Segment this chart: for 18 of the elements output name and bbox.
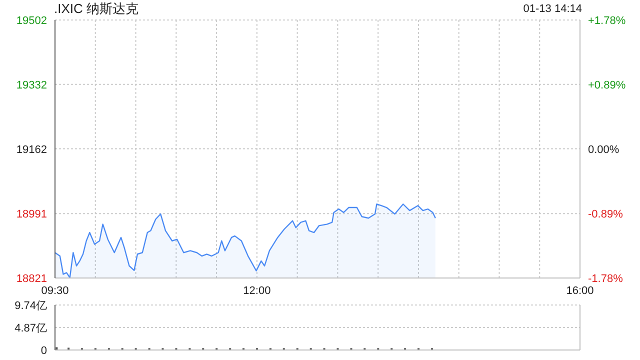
y-tick-label: 19162 — [16, 144, 47, 156]
y-tick-label: 4.87亿 — [14, 322, 47, 334]
y-tick-label: 19332 — [16, 79, 47, 92]
y-tick-label: 18991 — [16, 208, 47, 221]
text: 01-13 14:14 — [523, 3, 582, 15]
y2-tick-label: -1.78% — [588, 273, 624, 285]
y2-tick-label: +1.78% — [588, 15, 626, 27]
y-tick-label: 9.74亿 — [14, 300, 47, 312]
y2-tick-label: -0.89% — [588, 208, 624, 220]
y2-tick-label: 0.00% — [588, 144, 620, 156]
y-tick-label: 0 — [40, 345, 47, 357]
y-tick-label: 18821 — [16, 273, 47, 285]
y-tick-label: 19502 — [16, 15, 47, 27]
x-tick-label: 12:00 — [243, 284, 271, 297]
x-tick-label: 16:00 — [566, 284, 594, 297]
x-tick-label: 09:30 — [41, 284, 69, 297]
chart-title: .IXIC 纳斯达克 — [54, 0, 139, 18]
y2-tick-label: +0.89% — [588, 80, 626, 92]
